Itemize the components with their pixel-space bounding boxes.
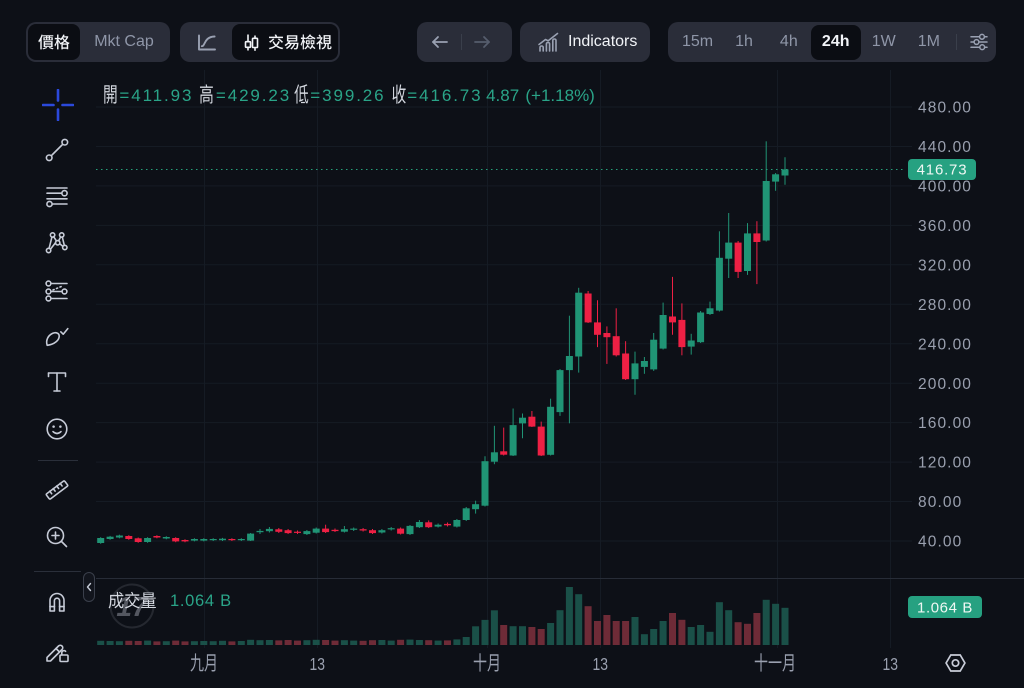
svg-text:320.00: 320.00 — [918, 257, 972, 274]
svg-text:200.00: 200.00 — [918, 376, 972, 393]
svg-text:160.00: 160.00 — [918, 415, 972, 432]
svg-text:=429.23: =429.23 — [216, 86, 291, 105]
svg-text:1.064 B: 1.064 B — [170, 592, 232, 610]
svg-text:416.73: 416.73 — [917, 162, 968, 179]
svg-text:80.00: 80.00 — [918, 494, 962, 511]
svg-text:360.00: 360.00 — [918, 218, 972, 235]
svg-text:13: 13 — [883, 654, 899, 674]
svg-text:400.00: 400.00 — [918, 179, 972, 196]
svg-text:13: 13 — [593, 654, 609, 674]
svg-text:40.00: 40.00 — [918, 534, 962, 551]
svg-text:240.00: 240.00 — [918, 336, 972, 353]
svg-text:=399.26: =399.26 — [310, 86, 385, 105]
svg-text:480.00: 480.00 — [918, 100, 972, 117]
svg-text:4.87: 4.87 — [486, 86, 519, 105]
svg-text:=411.93: =411.93 — [119, 86, 193, 105]
svg-text:280.00: 280.00 — [918, 297, 972, 314]
svg-text:120.00: 120.00 — [918, 455, 972, 472]
svg-text:=416.73: =416.73 — [407, 86, 482, 105]
svg-text:13: 13 — [310, 654, 326, 674]
svg-text:(+1.18%): (+1.18%) — [525, 86, 594, 105]
svg-text:440.00: 440.00 — [918, 139, 972, 156]
svg-text:1.064 B: 1.064 B — [917, 600, 973, 617]
